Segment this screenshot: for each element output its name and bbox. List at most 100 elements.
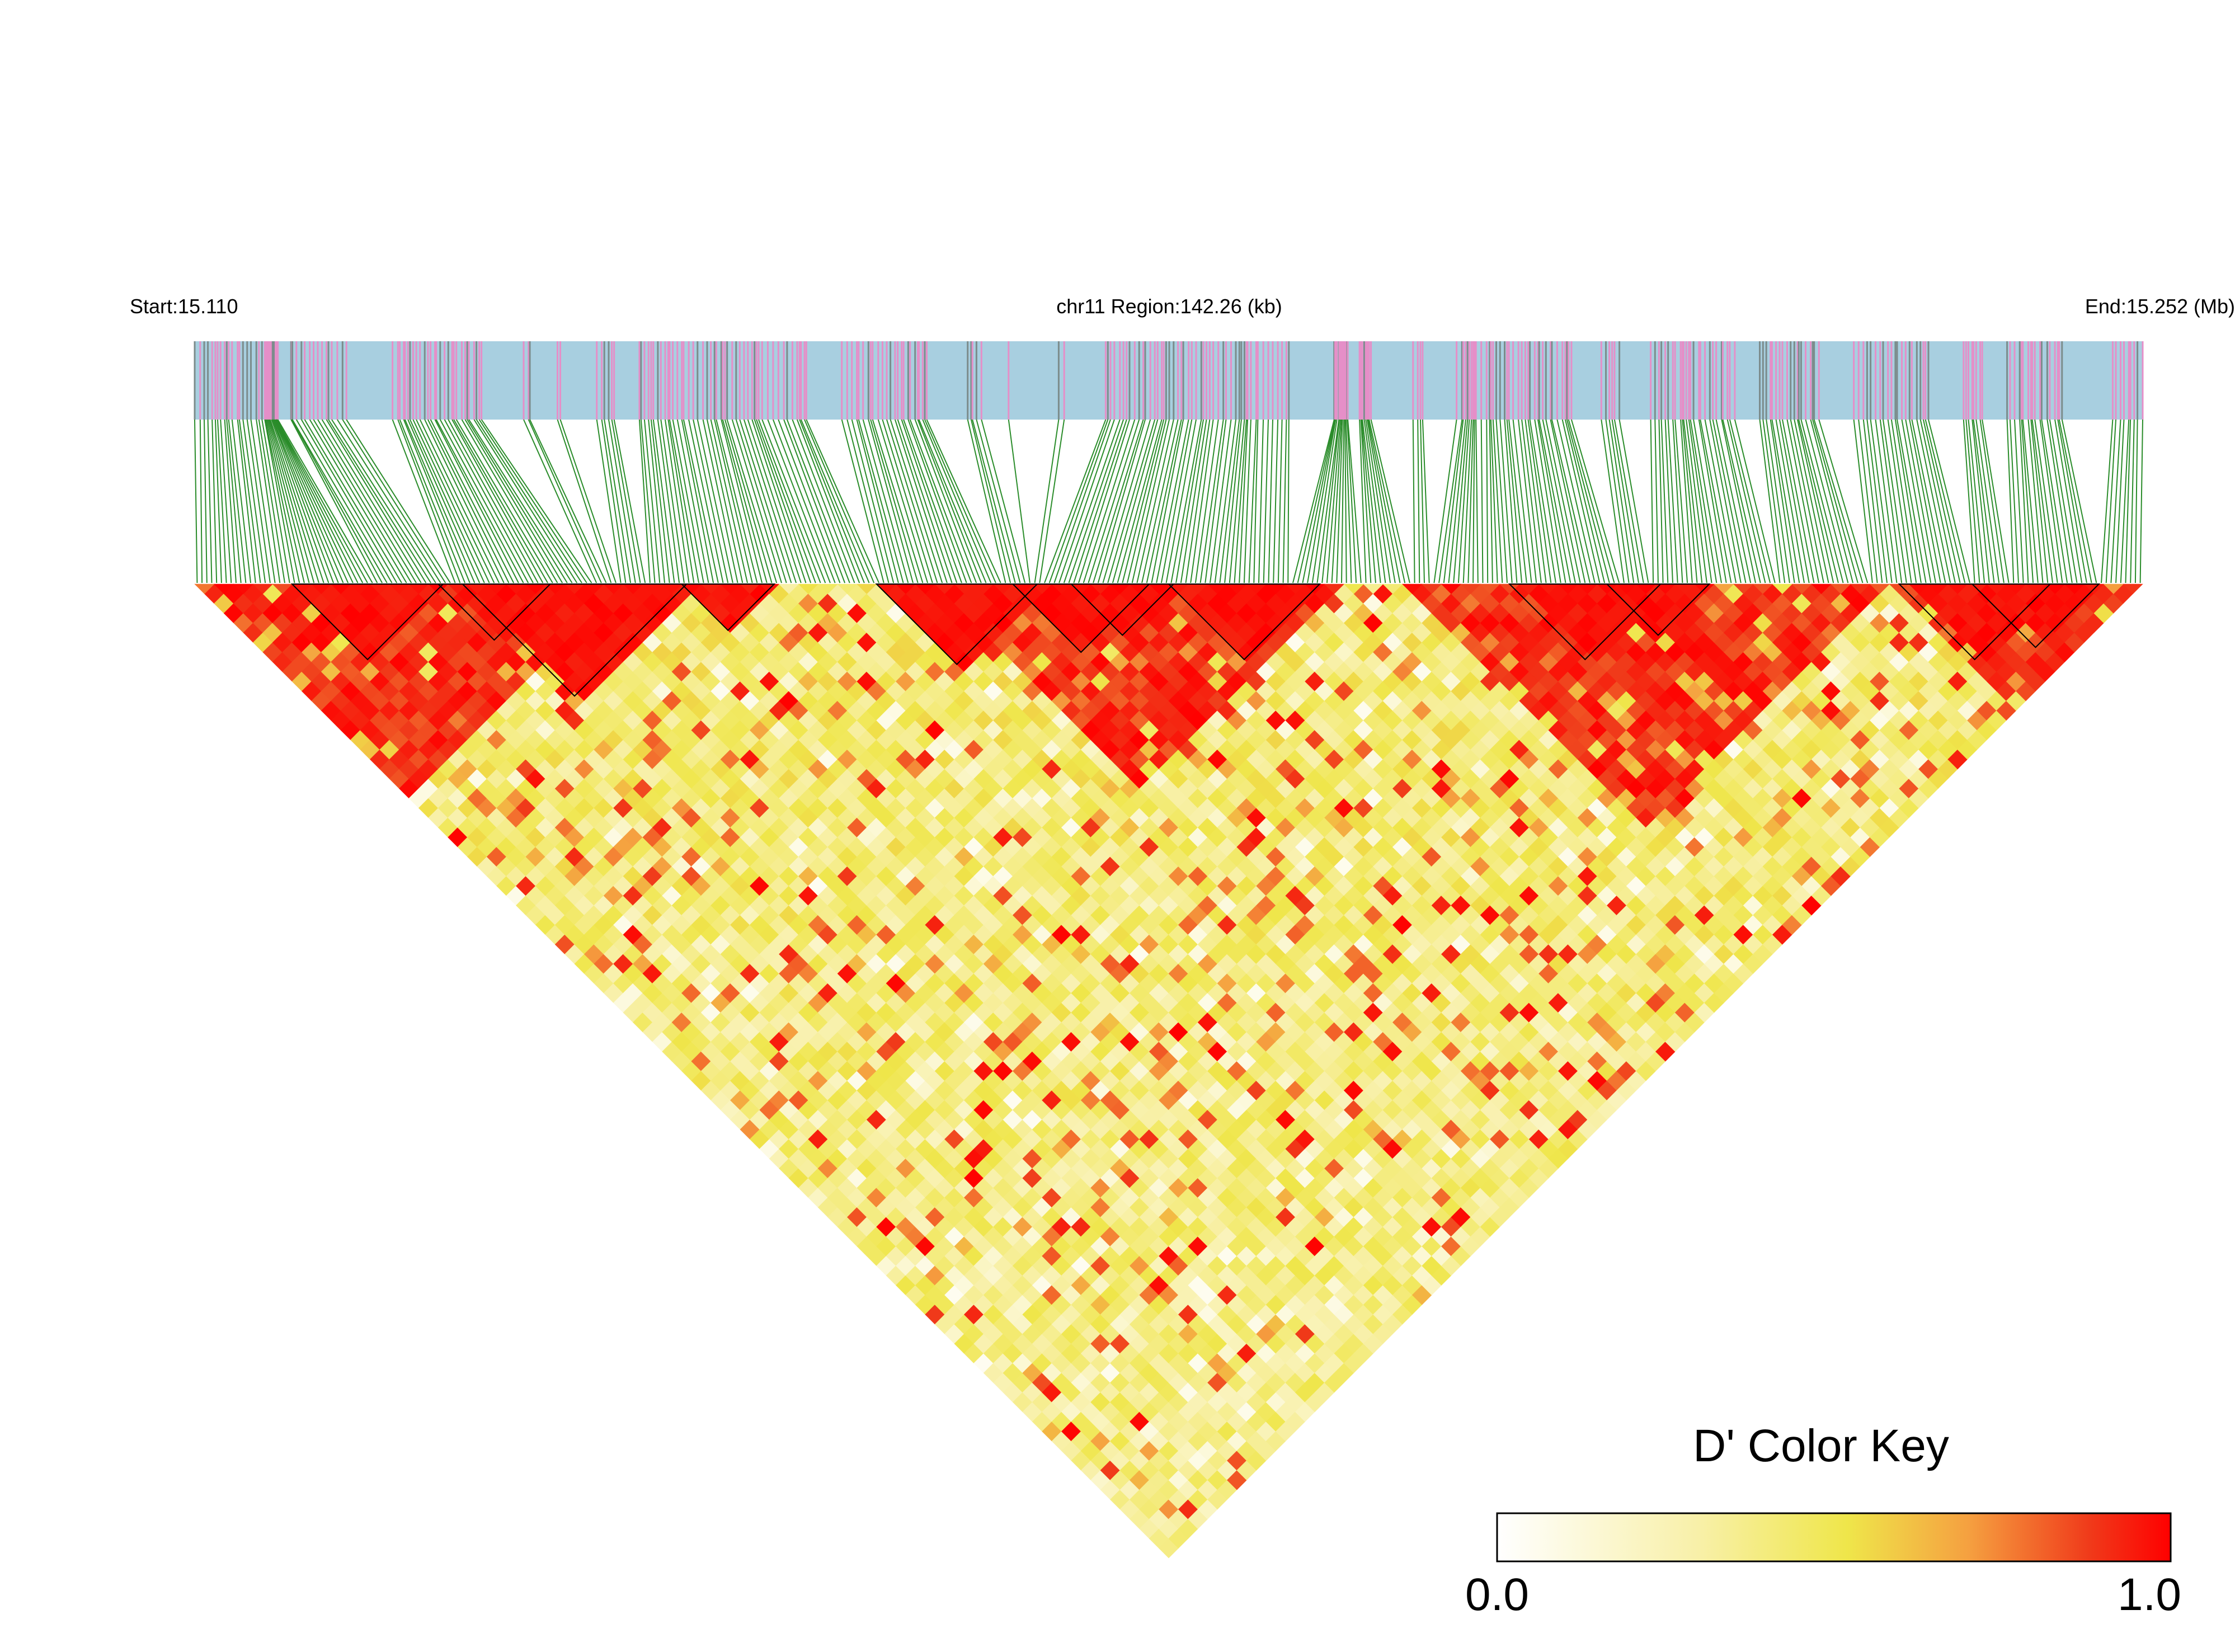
snp-connector: [2009, 419, 2019, 583]
snp-connector: [290, 419, 378, 583]
snp-connector: [1093, 419, 1144, 583]
snp-connector: [1965, 419, 1980, 583]
snp-connector: [1766, 419, 1790, 583]
snp-connector: [277, 419, 373, 583]
snp-connector: [967, 419, 1006, 583]
snp-connector: [613, 419, 646, 583]
snp-connector: [265, 419, 305, 583]
snp-connector: [1715, 419, 1752, 583]
snp-connector: [1506, 419, 1523, 583]
snp-connector: [667, 419, 695, 583]
snp-connector: [601, 419, 627, 583]
snp-connector: [907, 419, 967, 583]
snp-connector: [392, 419, 456, 583]
snp-connector: [478, 419, 587, 583]
snp-connector: [275, 419, 359, 583]
snp-connector: [1063, 419, 1121, 583]
snp-connector: [1078, 419, 1130, 583]
snp-connector: [1693, 419, 1722, 583]
snp-connector: [1131, 419, 1170, 583]
snp-connector: [1853, 419, 1873, 583]
snp-connector: [295, 419, 393, 583]
snp-connector: [211, 419, 218, 583]
snp-connector: [1326, 419, 1342, 583]
snp-connector: [792, 419, 855, 583]
snp-connector: [1083, 419, 1136, 583]
snp-connector: [714, 419, 753, 583]
snp-connector: [1368, 419, 1406, 583]
snp-connector: [1538, 419, 1571, 583]
snp-connector: [922, 419, 992, 583]
snp-connector: [271, 419, 330, 583]
snp-connector: [1248, 419, 1257, 583]
snp-connector: [1058, 419, 1115, 583]
snp-connector: [721, 419, 763, 583]
snp-connector: [1712, 419, 1747, 583]
snp-connector: [672, 419, 704, 583]
snp-connector: [657, 419, 680, 583]
snp-connector: [2058, 419, 2092, 583]
snp-connector: [1243, 419, 1251, 583]
snp-connector: [1771, 419, 1800, 583]
snp-connector: [1412, 419, 1415, 583]
snp-connector: [2046, 419, 2073, 583]
snp-connector: [453, 419, 548, 583]
snp-connector: [2105, 419, 2116, 583]
snp-connector: [1472, 419, 1475, 583]
snp-connector: [1618, 419, 1649, 583]
snp-connector: [238, 419, 261, 583]
snp-connector: [1499, 419, 1513, 583]
snp-connector: [676, 419, 709, 583]
snp-connector: [2030, 419, 2049, 583]
snp-connector: [1185, 419, 1211, 583]
snp-connector: [1102, 419, 1151, 583]
snp-connector: [1762, 419, 1786, 583]
snp-connector: [660, 419, 685, 583]
snp-connector: [1453, 419, 1469, 583]
snp-connector: [1518, 419, 1537, 583]
snp-connector: [1234, 419, 1247, 583]
snp-connector: [2049, 419, 2078, 583]
snp-connector: [1347, 419, 1357, 583]
snp-connector: [1704, 419, 1737, 583]
snp-connector: [1683, 419, 1703, 583]
snp-connector: [275, 419, 354, 583]
snp-connector: [851, 419, 895, 583]
snp-connector: [2041, 419, 2068, 583]
snp-connector: [224, 419, 237, 583]
snp-connector: [804, 419, 875, 583]
snp-connector: [1263, 419, 1269, 583]
snp-connector: [650, 419, 670, 583]
snp-connector: [250, 419, 276, 583]
snp-connector: [220, 419, 232, 583]
snp-connector: [799, 419, 865, 583]
snp-connector: [1968, 419, 1985, 583]
snp-connector: [1534, 419, 1561, 583]
snp-connector: [1361, 419, 1376, 583]
snp-connector: [754, 419, 812, 583]
snp-connector: [1210, 419, 1232, 583]
snp-connector: [1097, 419, 1146, 583]
snp-connector: [328, 419, 432, 583]
snp-connector: [1508, 419, 1527, 583]
snp-connector: [886, 419, 938, 583]
snp-connector: [2134, 419, 2138, 583]
snp-connector: [726, 419, 778, 583]
snp-connector: [1672, 419, 1683, 583]
snp-connector: [1975, 419, 2000, 583]
snp-connector: [309, 419, 407, 583]
snp-connector: [1433, 419, 1457, 583]
snp-connector: [1521, 419, 1542, 583]
snp-connector: [1568, 419, 1615, 583]
snp-connector: [1700, 419, 1732, 583]
snp-connector: [707, 419, 744, 583]
snp-connector: [1770, 419, 1795, 583]
snp-connector: [1786, 419, 1820, 583]
snp-connector: [1556, 419, 1596, 583]
snp-markers: [194, 341, 2144, 420]
snp-connector: [1214, 419, 1236, 583]
snp-connector: [1068, 419, 1124, 583]
snp-connector: [1307, 419, 1337, 583]
snp-connector: [1360, 419, 1372, 583]
snp-connector: [882, 419, 933, 583]
